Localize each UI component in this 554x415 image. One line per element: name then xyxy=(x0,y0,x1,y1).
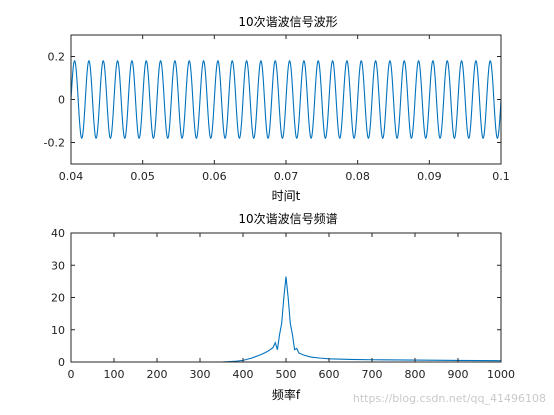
spectrum-axes-box xyxy=(70,232,502,363)
waveform-x-ticks: 0.04 0.05 0.06 0.07 0.08 0.09 0.1 xyxy=(59,35,510,183)
spectrum-x-tick-label: 400 xyxy=(233,368,254,381)
waveform-series-line xyxy=(70,60,502,139)
waveform-x-tick-label: 0.09 xyxy=(417,170,442,183)
waveform-x-tick-label: 0.1 xyxy=(492,170,510,183)
spectrum-title: 10次谐波信号频谱 xyxy=(238,212,337,226)
spectrum-y-tick-label: 30 xyxy=(51,259,65,272)
spectrum-x-ticks: 0 100 200 300 400 500 600 700 800 900 1000 xyxy=(68,233,515,381)
waveform-x-tick-label: 0.04 xyxy=(59,170,84,183)
spectrum-y-tick-label: 10 xyxy=(51,324,65,337)
waveform-y-ticks: -0.2 0 0.2 xyxy=(44,51,501,150)
waveform-subplot: 10次谐波信号波形 0.04 0.05 0.06 0.07 0.08 0.09 0.1 -0… xyxy=(44,15,510,203)
spectrum-subplot: 10次谐波信号频谱 0 100 200 300 400 500 600 700 800 900 10… xyxy=(51,212,515,402)
waveform-y-tick-label: 0 xyxy=(58,94,65,107)
spectrum-y-tick-label: 20 xyxy=(51,292,65,305)
waveform-x-tick-label: 0.05 xyxy=(130,170,155,183)
waveform-x-tick-label: 0.08 xyxy=(345,170,370,183)
spectrum-x-tick-label: 500 xyxy=(276,368,297,381)
spectrum-x-tick-label: 1000 xyxy=(487,368,515,381)
spectrum-y-ticks: 0 10 20 30 40 xyxy=(51,227,501,369)
spectrum-x-tick-label: 700 xyxy=(362,368,383,381)
spectrum-y-tick-label: 40 xyxy=(51,227,65,240)
spectrum-x-tick-label: 100 xyxy=(104,368,125,381)
spectrum-x-tick-label: 0 xyxy=(68,368,75,381)
spectrum-y-tick-label: 0 xyxy=(58,356,65,369)
waveform-x-tick-label: 0.06 xyxy=(202,170,227,183)
watermark: https://blog.csdn.net/qq_41496108 xyxy=(353,392,546,405)
spectrum-x-tick-label: 200 xyxy=(147,368,168,381)
waveform-y-tick-label: 0.2 xyxy=(48,51,66,64)
spectrum-plot-area xyxy=(71,276,502,363)
waveform-title: 10次谐波信号波形 xyxy=(238,15,337,29)
spectrum-x-tick-label: 900 xyxy=(448,368,469,381)
waveform-xlabel: 时间t xyxy=(272,189,301,203)
spectrum-x-tick-label: 300 xyxy=(190,368,211,381)
spectrum-xlabel: 频率f xyxy=(272,387,301,402)
spectrum-x-tick-label: 800 xyxy=(405,368,426,381)
waveform-x-tick-label: 0.07 xyxy=(274,170,299,183)
waveform-plot-area xyxy=(70,60,502,139)
spectrum-series-line xyxy=(71,276,502,363)
spectrum-x-tick-label: 600 xyxy=(319,368,340,381)
waveform-y-tick-label: -0.2 xyxy=(44,137,65,150)
